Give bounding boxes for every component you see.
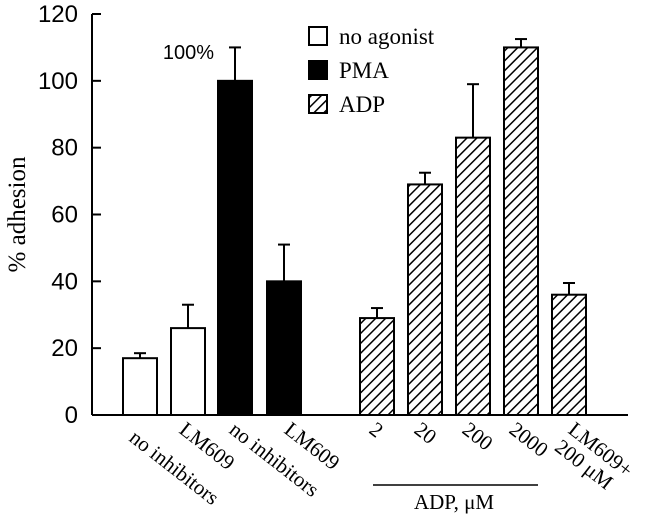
bar	[551, 293, 587, 417]
legend-label: PMA	[339, 58, 389, 83]
bar	[455, 136, 491, 416]
category-label-line: 20	[410, 417, 441, 449]
category-label: 2000	[505, 417, 553, 462]
bar	[407, 183, 443, 416]
legend-label: ADP	[339, 92, 385, 117]
category-label: 200	[458, 417, 498, 455]
bar	[217, 79, 253, 416]
category-label: LM609+200 μM	[550, 417, 637, 499]
category-label-line: 2	[365, 417, 388, 442]
axes: 0 20 40 60 80 100 120 % adhesion	[4, 1, 628, 429]
y-tick-label: 20	[51, 335, 78, 362]
adp-bracket-label: ADP, μM	[414, 490, 494, 514]
y-tick-label: 120	[38, 1, 78, 28]
y-tick-label: 60	[51, 202, 78, 229]
bars: 100%	[122, 38, 587, 417]
bar	[122, 357, 158, 417]
legend-swatch	[308, 60, 328, 80]
y-tick-label: 100	[38, 68, 78, 95]
legend-label: no agonist	[339, 24, 435, 49]
bar	[359, 317, 395, 417]
bar	[503, 46, 539, 417]
bar	[170, 327, 206, 416]
bar-annotation: 100%	[163, 42, 214, 64]
legend: no agonist PMA ADP	[308, 24, 435, 117]
y-tick-label: 0	[65, 402, 78, 429]
y-axis-label: % adhesion	[4, 156, 31, 272]
y-tick-label: 40	[51, 268, 78, 295]
bar	[266, 280, 302, 417]
category-label-line: 200	[458, 417, 498, 455]
category-label: 2	[365, 417, 388, 442]
category-label: 20	[410, 417, 441, 449]
legend-swatch	[308, 94, 328, 114]
category-label-line: 2000	[505, 417, 553, 462]
legend-swatch	[308, 26, 328, 46]
y-tick-label: 80	[51, 135, 78, 162]
